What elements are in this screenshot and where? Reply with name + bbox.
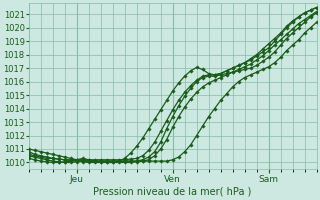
- X-axis label: Pression niveau de la mer( hPa ): Pression niveau de la mer( hPa ): [93, 187, 252, 197]
